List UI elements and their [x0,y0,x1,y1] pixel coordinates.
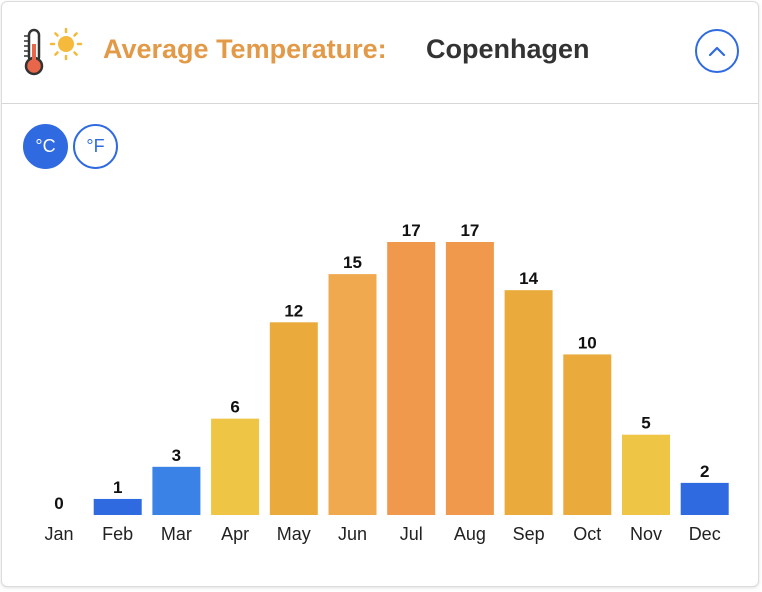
value-label-feb: 1 [113,478,122,497]
bar-aug[interactable] [445,242,494,515]
month-label-oct: Oct [573,524,601,544]
bar-apr[interactable] [211,418,260,515]
value-label-jun: 15 [343,253,362,272]
value-label-jul: 17 [402,221,421,240]
bar-jul[interactable] [387,242,436,515]
month-label-apr: Apr [221,524,249,544]
bar-nov[interactable] [622,434,670,515]
month-label-aug: Aug [454,524,486,544]
bar-dec[interactable] [680,482,729,515]
value-label-may: 12 [284,301,303,320]
month-label-dec: Dec [689,524,721,544]
chevron-up-icon [708,46,726,57]
bar-may[interactable] [269,322,318,515]
value-label-aug: 17 [460,221,479,240]
month-label-nov: Nov [630,524,662,544]
value-label-oct: 10 [578,333,597,352]
bar-jun[interactable] [328,274,377,515]
month-label-may: May [277,524,311,544]
value-label-jan: 0 [54,494,63,513]
bar-oct[interactable] [563,354,612,515]
collapse-button[interactable] [695,29,739,73]
thermometer-sun-icon [24,27,83,76]
value-label-apr: 6 [230,398,239,417]
fahrenheit-toggle-button[interactable]: °F [73,124,118,169]
value-label-sep: 14 [519,269,538,288]
card-header: Average Temperature: Copenhagen [2,2,758,104]
month-label-jan: Jan [44,524,73,544]
value-label-mar: 3 [172,446,181,465]
month-label-jun: Jun [338,524,367,544]
chart-title-label: Average Temperature: [103,34,387,64]
chart-title-city: Copenhagen [426,34,590,64]
bar-mar[interactable] [152,466,201,515]
month-label-jul: Jul [400,524,423,544]
value-label-dec: 2 [700,462,709,481]
month-label-feb: Feb [102,524,133,544]
month-label-sep: Sep [513,524,545,544]
celsius-toggle-button[interactable]: °C [23,124,68,169]
bar-sep[interactable] [504,290,553,515]
value-label-nov: 5 [641,414,650,433]
month-label-mar: Mar [161,524,192,544]
bar-feb[interactable] [93,498,142,515]
